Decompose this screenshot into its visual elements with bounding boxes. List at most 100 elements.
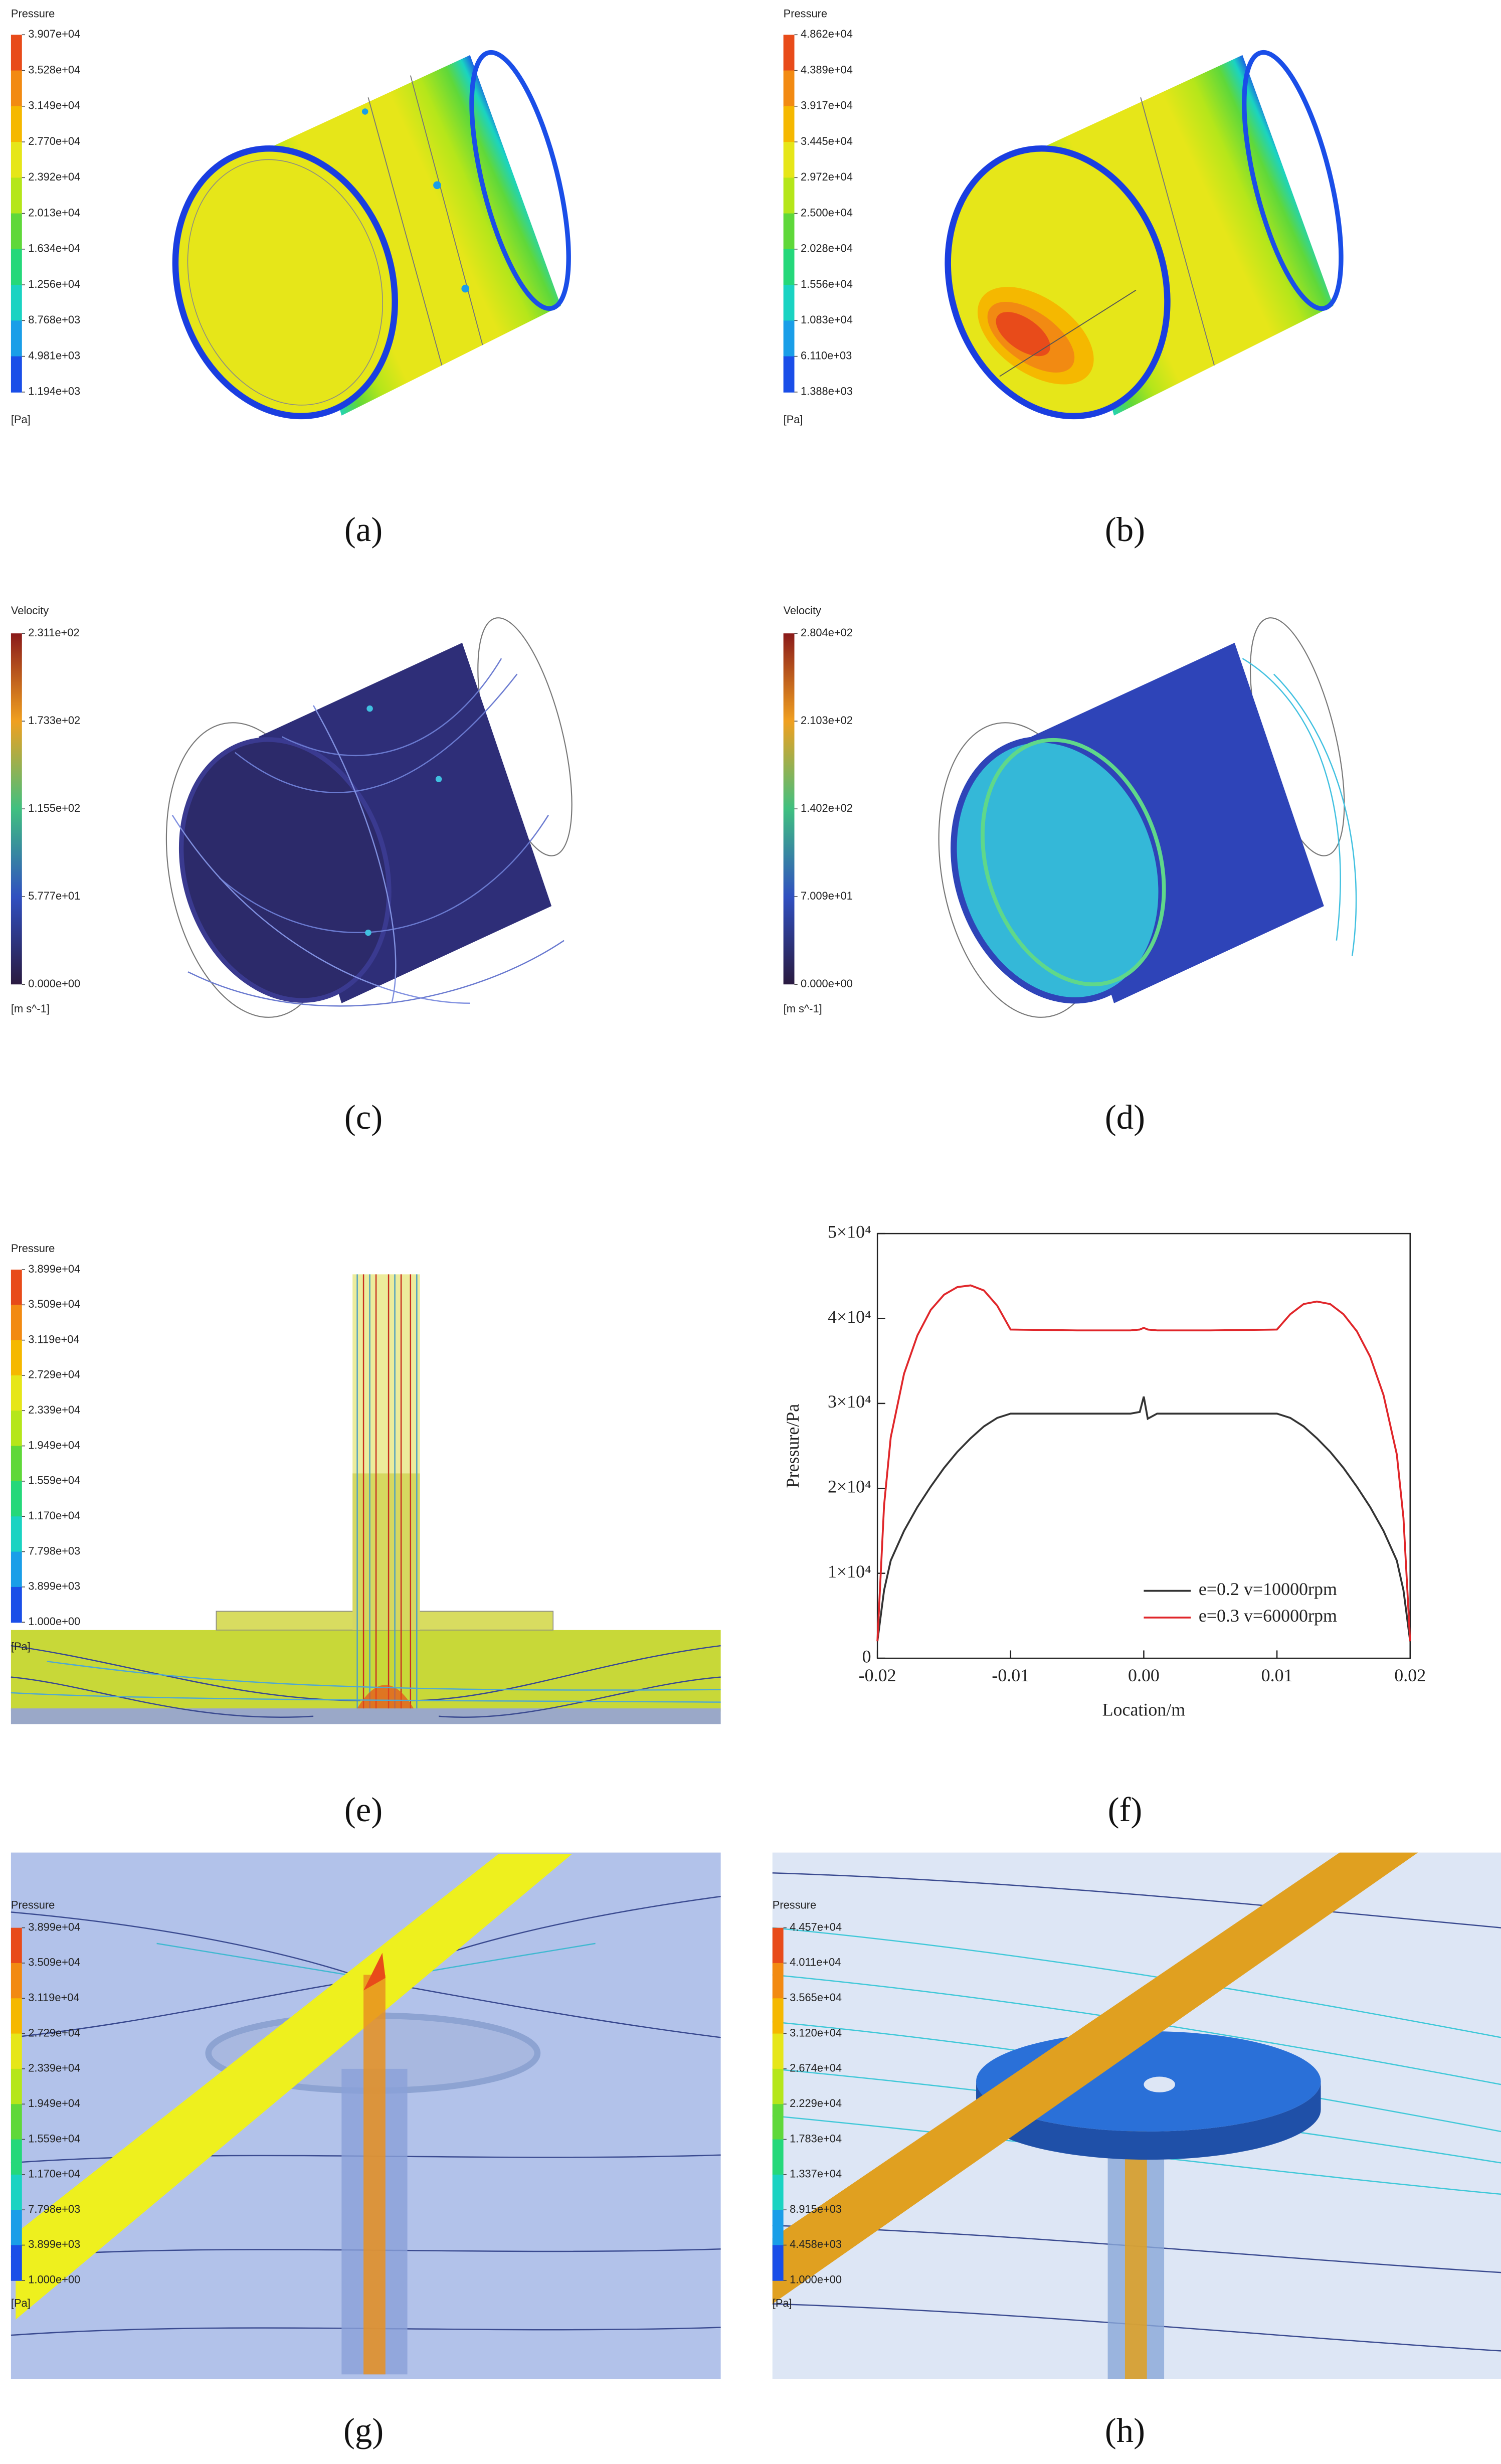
colorbar-label: 3.509e+04 xyxy=(28,1298,80,1310)
colorbar-label: 2.339e+04 xyxy=(28,2062,80,2074)
colorbar-band xyxy=(772,2245,784,2281)
colorbar-band xyxy=(11,1305,22,1341)
colorbar-label: 2.028e+04 xyxy=(801,242,853,255)
colorbar-label: 4.862e+04 xyxy=(801,28,853,40)
section-render-part xyxy=(11,1645,721,1718)
legend-unit: [Pa] xyxy=(11,2297,31,2309)
streamline-render xyxy=(11,1852,721,2379)
colorbar-band xyxy=(11,213,22,250)
colorbar-label: 3.119e+04 xyxy=(28,1991,79,2004)
colorbar-band xyxy=(11,1375,22,1412)
caption: (h) xyxy=(1105,2411,1145,2449)
colorbar-label: 4.458e+03 xyxy=(790,2238,842,2250)
colorbar-band xyxy=(11,106,22,143)
x-tick-label: -0.01 xyxy=(992,1665,1029,1685)
y-tick-label: 2×10⁴ xyxy=(828,1477,871,1497)
streamline-render-part xyxy=(363,1975,386,2375)
legend-unit: [Pa] xyxy=(11,413,31,426)
caption: (g) xyxy=(343,2411,384,2449)
colorbar-band xyxy=(772,2104,784,2140)
colorbar-label: 1.402e+02 xyxy=(801,802,853,814)
colorbar-label: 3.565e+04 xyxy=(790,1991,842,2004)
colorbar-band xyxy=(772,1927,784,1964)
colorbar-band xyxy=(772,1963,784,1999)
colorbar-label: 1.256e+04 xyxy=(28,278,80,290)
legend-unit: [m s^-1] xyxy=(784,1002,822,1015)
colorbar-band xyxy=(11,2245,22,2281)
caption: (d) xyxy=(1105,1098,1145,1136)
colorbar-label: 3.899e+04 xyxy=(28,1920,80,1933)
section-render-part xyxy=(356,1274,418,1709)
colorbar-band xyxy=(772,2174,784,2211)
colorbar-band xyxy=(11,1481,22,1517)
colorbar-label: 0.000e+00 xyxy=(801,977,853,990)
streamline-render-part xyxy=(178,737,392,1003)
colorbar-label: 4.457e+04 xyxy=(790,1920,842,1933)
cylinder-render-part xyxy=(469,50,571,311)
colorbar-label: 3.445e+04 xyxy=(801,135,853,147)
cylinder-render-part xyxy=(1242,50,1344,311)
colorbar-label: 2.770e+04 xyxy=(28,135,80,147)
colorbar-band xyxy=(772,1998,784,2034)
legend-unit: [Pa] xyxy=(11,1640,31,1653)
colorbar-label: 1.559e+04 xyxy=(28,2132,80,2145)
y-tick-label: 5×10⁴ xyxy=(828,1221,871,1242)
colorbar-band xyxy=(11,285,22,321)
colorbar-label: 2.729e+04 xyxy=(28,1368,80,1381)
streamline-render-part xyxy=(363,1953,386,1991)
colorbar-label: 6.110e+03 xyxy=(801,349,852,362)
colorbar-label: 2.229e+04 xyxy=(790,2097,842,2109)
colorbar xyxy=(11,633,22,985)
colorbar-label: 2.729e+04 xyxy=(28,2026,80,2039)
caption: (a) xyxy=(344,510,383,549)
cylinder-render-part xyxy=(410,75,483,345)
colorbar-label: 4.389e+04 xyxy=(801,63,853,76)
colorbar-label: 2.339e+04 xyxy=(28,1403,80,1416)
colorbar-label: 3.120e+04 xyxy=(790,2026,842,2039)
colorbar-band xyxy=(772,2033,784,2069)
streamline-render xyxy=(938,617,1357,1018)
streamline-render-part xyxy=(435,776,442,783)
colorbar-band xyxy=(772,2068,784,2105)
streamline-render xyxy=(165,617,573,1018)
colorbar-band xyxy=(11,70,22,107)
y-tick-label: 1×10⁴ xyxy=(828,1561,871,1581)
colorbar-band xyxy=(11,1270,22,1306)
colorbar-label: 5.777e+01 xyxy=(28,890,80,902)
colorbar-label: 1.083e+04 xyxy=(801,313,853,326)
colorbar-band xyxy=(783,285,795,321)
colorbar-label: 2.972e+04 xyxy=(801,170,853,183)
colorbar-label: 1.155e+02 xyxy=(28,802,80,814)
streamline-render-part xyxy=(171,705,470,1004)
streamline-render-part xyxy=(976,2081,1321,2160)
y-tick-label: 3×10⁴ xyxy=(828,1391,871,1412)
cylinder-render-part xyxy=(461,284,470,293)
x-tick-label: 0.02 xyxy=(1394,1665,1426,1685)
colorbar-band xyxy=(11,249,22,286)
colorbar-band xyxy=(783,320,795,357)
colorbar-band xyxy=(11,1927,22,1964)
legend-title: Pressure xyxy=(11,1242,55,1255)
colorbar-band xyxy=(11,1963,22,1999)
streamline-render-part xyxy=(1144,2076,1175,2092)
legend-title: Velocity xyxy=(11,604,49,617)
colorbar-label: 2.392e+04 xyxy=(28,170,80,183)
colorbar-label: 7.798e+03 xyxy=(28,1544,80,1557)
colorbar-label: 1.170e+04 xyxy=(28,1509,80,1522)
colorbar-band xyxy=(772,2210,784,2246)
streamline-render-part xyxy=(365,929,371,936)
colorbar-band xyxy=(783,70,795,107)
legend-title: Velocity xyxy=(784,604,821,617)
legend-unit: [m s^-1] xyxy=(11,1002,50,1015)
colorbar-label: 7.798e+03 xyxy=(28,2203,80,2215)
colorbar-label: 3.509e+04 xyxy=(28,1956,80,1969)
x-axis-title: Location/m xyxy=(1102,1700,1186,1720)
cylinder-render-part xyxy=(1140,97,1215,366)
colorbar-label: 2.311e+02 xyxy=(28,626,79,639)
colorbar-band xyxy=(11,2068,22,2105)
streamline-render-part xyxy=(366,705,373,712)
x-tick-label: -0.02 xyxy=(859,1665,896,1685)
legend-unit: [Pa] xyxy=(784,413,803,426)
colorbar-label: 1.337e+04 xyxy=(790,2168,842,2180)
